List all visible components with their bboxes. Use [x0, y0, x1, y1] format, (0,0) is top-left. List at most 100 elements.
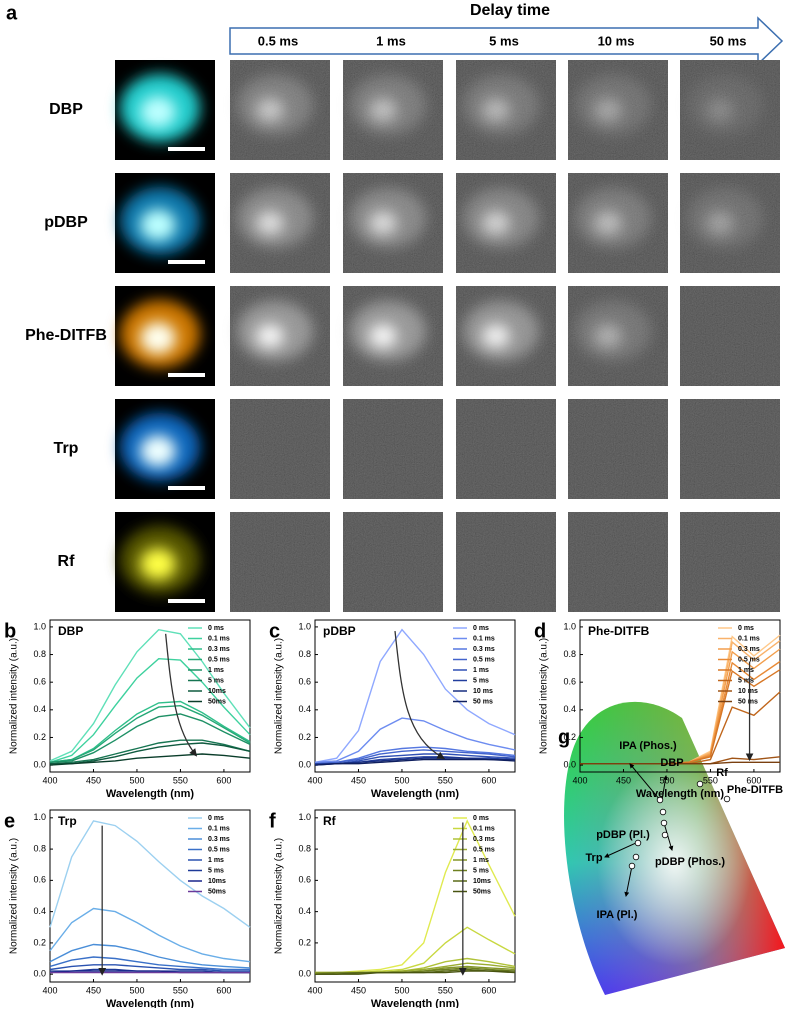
x-tick-label: 600: [216, 985, 231, 995]
trend-arrow: [394, 630, 446, 759]
image-blob: [256, 324, 284, 348]
panel-label: f: [269, 810, 276, 832]
cie-label: DBP: [660, 757, 683, 769]
row-label: pDBP: [44, 214, 88, 231]
y-tick-label: 0.4: [33, 704, 46, 714]
y-tick-label: 0.4: [33, 906, 46, 916]
y-tick-label: 0.0: [33, 759, 46, 769]
x-tick-label: 600: [481, 775, 496, 785]
image-noise: [230, 399, 330, 499]
delay-image: [680, 399, 780, 499]
chart: f 0.0 0.2 0.4 0.6 0.8 1.0 400 450 500 550 600 Wavele…: [269, 809, 516, 1010]
x-tick-label: 600: [481, 985, 496, 995]
legend-label: 1 ms: [738, 667, 754, 674]
y-tick-label: 1.0: [298, 621, 311, 631]
delay-label: 50 ms: [710, 33, 747, 48]
panel-label: c: [269, 620, 280, 642]
x-tick-label: 450: [351, 985, 366, 995]
panel-label: e: [4, 810, 15, 832]
row-label: Phe-DITFB: [25, 327, 107, 344]
chart-title: Rf: [323, 814, 337, 828]
legend-label: 10 ms: [738, 688, 758, 695]
x-tick-label: 500: [659, 775, 674, 785]
cie-label: Phe-DITFB: [727, 784, 783, 796]
legend-label: 1 ms: [473, 857, 489, 864]
chart: e 0.0 0.2 0.4 0.6 0.8 1.0 400 450 500 550 600 Wavele…: [4, 809, 251, 1010]
y-tick-label: 0.2: [33, 732, 46, 742]
cie-label: IPA (Pl.): [597, 909, 638, 921]
cie-arrow: [661, 775, 668, 801]
delay-image: [680, 512, 780, 612]
y-tick-label: 1.0: [33, 812, 46, 822]
y-tick-label: 0.2: [33, 937, 46, 947]
delay-label: 0.5 ms: [258, 33, 298, 48]
delay-image: [456, 173, 556, 273]
delay-image: [456, 60, 556, 160]
photo-core: [140, 548, 176, 580]
spectrum-line: [49, 753, 251, 766]
cie-point: [661, 831, 669, 839]
cie-point: [660, 819, 668, 827]
legend-label: 0.5 ms: [473, 656, 495, 663]
image-blob: [706, 211, 734, 235]
cie-label: Rf: [716, 767, 728, 779]
plot-frame: [49, 809, 251, 983]
panel-label: d: [534, 620, 546, 642]
delay-image: [568, 512, 668, 612]
x-tick-label: 450: [86, 985, 101, 995]
spectrum-line: [315, 970, 516, 975]
x-tick-label: 500: [394, 775, 409, 785]
y-tick-label: 0.2: [298, 937, 311, 947]
delay-image: [230, 399, 330, 499]
y-tick-label: 0.8: [298, 649, 311, 659]
delay-image: [680, 60, 780, 160]
y-tick-label: 1.0: [33, 621, 46, 631]
image-noise: [230, 512, 330, 612]
spectrum-line: [49, 956, 250, 971]
y-tick-label: 0.6: [298, 677, 311, 687]
delay-image: [568, 60, 668, 160]
y-tick-label: 0.4: [298, 906, 311, 916]
image-blob: [482, 211, 510, 235]
delay-image: [456, 286, 556, 386]
plot-frame: [314, 619, 516, 773]
legend-label: 0 ms: [473, 625, 489, 632]
panel-label: g: [558, 726, 570, 748]
spectrum-line: [49, 704, 251, 763]
x-tick-label: 500: [129, 775, 144, 785]
sample-photo: [115, 512, 215, 612]
x-axis-label: Wavelength (nm): [106, 788, 195, 800]
image-noise: [456, 399, 556, 499]
x-tick-label: 400: [307, 775, 322, 785]
x-tick-label: 450: [351, 775, 366, 785]
legend-label: 50ms: [208, 698, 226, 705]
delay-label: 10 ms: [598, 33, 635, 48]
cie-point: [696, 780, 704, 788]
chart: b 0.0 0.2 0.4 0.6 0.8 1.0 400 450 500 550 600 Wavele…: [4, 619, 251, 800]
image-blob: [482, 324, 510, 348]
image-noise: [568, 512, 668, 612]
legend-label: 5 ms: [473, 867, 489, 874]
photo-core: [140, 322, 176, 354]
x-tick-label: 550: [438, 775, 453, 785]
delay-image: [680, 286, 780, 386]
sample-photo: [115, 286, 215, 386]
legend-label: 10 ms: [473, 688, 493, 695]
legend-label: 0.5 ms: [208, 846, 230, 853]
legend-label: 50 ms: [738, 698, 758, 705]
legend-label: 0.5 ms: [738, 656, 760, 663]
legend-label: 0.3 ms: [738, 646, 760, 653]
legend-label: 10ms: [208, 688, 226, 695]
y-tick-label: 0.0: [298, 759, 311, 769]
legend-label: 0.5 ms: [473, 846, 495, 853]
cie-point: [634, 839, 642, 847]
spectrum-line: [314, 717, 516, 763]
cie-point: [659, 808, 667, 816]
cie-label: pDBP (Phos.): [655, 856, 725, 868]
image-noise: [680, 399, 780, 499]
spectrum-line: [49, 700, 251, 763]
photo-core: [140, 209, 176, 241]
x-axis-label: Wavelength (nm): [636, 788, 725, 800]
cie-point: [632, 853, 640, 861]
